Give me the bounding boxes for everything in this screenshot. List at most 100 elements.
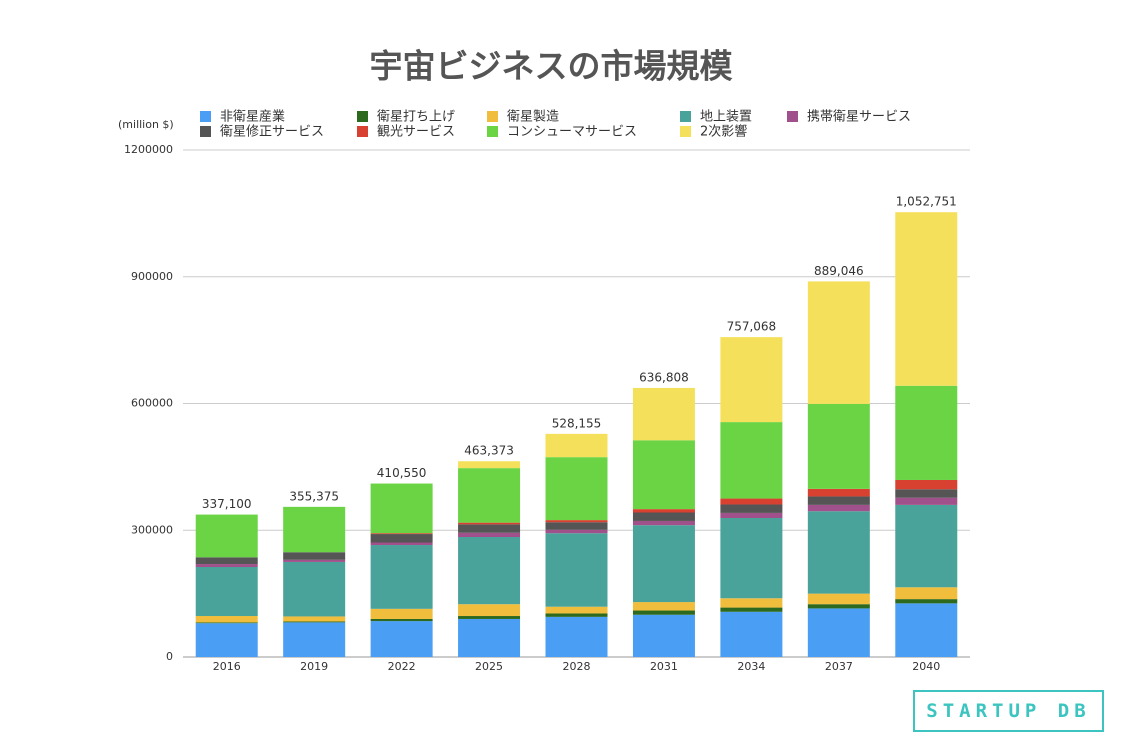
bar-segment (545, 433, 608, 458)
bar-segment (370, 545, 433, 609)
legend-swatch (787, 111, 798, 122)
y-tick-label: 300000 (131, 523, 173, 536)
bar-segment (283, 622, 346, 657)
legend-swatch (487, 126, 498, 137)
bar-segment (545, 616, 608, 657)
bar-segment (807, 281, 870, 404)
bar-segment (632, 610, 695, 615)
x-tick-label: 2016 (213, 660, 241, 673)
total-label: 410,550 (377, 466, 427, 480)
y-tick-label: 900000 (131, 270, 173, 283)
chart-title: 宇宙ビジネスの市場規模 (370, 47, 734, 86)
bar-segment (895, 212, 958, 386)
legend-label: 衛星打ち上げ (377, 110, 455, 125)
bar-segment (545, 529, 608, 534)
bar-segment (895, 489, 958, 498)
bar-segment (807, 504, 870, 512)
legend-label: コンシューマサービス (507, 125, 637, 140)
bar-segment (895, 504, 958, 588)
bar-segment (195, 623, 258, 657)
y-axis-label: (million $) (118, 118, 174, 131)
x-tick-label: 2034 (737, 660, 765, 673)
legend-swatch (680, 111, 691, 122)
bar-segment (545, 522, 608, 530)
bar-segment (458, 524, 521, 533)
bar-segment (370, 483, 433, 534)
bar-segment (632, 602, 695, 611)
bar-segment (720, 512, 783, 518)
bar-segment (545, 520, 608, 523)
y-tick-label: 600000 (131, 397, 173, 410)
bar-segment (195, 616, 258, 623)
bar-segment (458, 604, 521, 617)
bar-segment (283, 561, 346, 617)
bar-segment (195, 622, 258, 624)
watermark: STARTUP DB (913, 690, 1104, 732)
legend-swatch (200, 111, 211, 122)
bar-segment (458, 532, 521, 538)
bar-segment (458, 618, 521, 657)
x-tick-label: 2025 (475, 660, 503, 673)
total-label: 355,375 (289, 489, 339, 503)
bar-segment (632, 614, 695, 657)
legend-swatch (200, 126, 211, 137)
legend-label: 非衛星産業 (220, 109, 285, 125)
bar-segment (632, 387, 695, 441)
bar-segment (632, 520, 695, 526)
bar-segment (807, 604, 870, 609)
bar-segment (895, 603, 958, 657)
total-label: 463,373 (464, 444, 514, 458)
bar-segment (720, 598, 783, 608)
y-tick-label: 0 (166, 650, 173, 663)
bar-segment (370, 533, 433, 535)
bar-segment (545, 457, 608, 521)
bar-segment (458, 461, 521, 469)
bar-segment (895, 587, 958, 600)
bar-segment (720, 517, 783, 599)
bar-segment (720, 422, 783, 499)
total-label: 337,100 (202, 497, 252, 511)
x-tick-label: 2031 (650, 660, 678, 673)
bar-segment (720, 504, 783, 513)
bar-segment (195, 557, 258, 565)
bar-segment (720, 611, 783, 657)
bar-segment (545, 613, 608, 617)
legend-swatch (487, 111, 498, 122)
total-label: 528,155 (552, 416, 602, 430)
bar-segment (895, 385, 958, 480)
legend-label: 携帯衛星サービス (807, 109, 911, 125)
bar-segment (720, 607, 783, 612)
bar-segment (720, 498, 783, 505)
bar-segment (370, 542, 433, 546)
bar-segment (632, 509, 695, 513)
bar-segment (458, 537, 521, 605)
bar-segment (632, 512, 695, 521)
bar-segment (545, 533, 608, 607)
bar-segment (895, 479, 958, 490)
legend-swatch (357, 111, 368, 122)
bar-segment (283, 552, 346, 560)
legend-swatch (680, 126, 691, 137)
bar-segment (283, 506, 346, 553)
bar-segment (370, 534, 433, 543)
bar-segment (458, 616, 521, 619)
bar-segment (720, 337, 783, 423)
bar-segment (807, 488, 870, 497)
bar-segment (370, 618, 433, 622)
total-label: 757,068 (727, 320, 777, 334)
legend-label: 2次影響 (700, 124, 747, 140)
x-tick-label: 2037 (825, 660, 853, 673)
bar-segment (458, 468, 521, 523)
bar-segment (370, 608, 433, 619)
bar-segment (458, 522, 521, 525)
bar-segment (632, 525, 695, 603)
bar-segment (283, 559, 346, 562)
bar-segment (632, 440, 695, 510)
bar-segment (283, 616, 346, 622)
bar-segment (545, 606, 608, 614)
total-label: 636,808 (639, 370, 689, 384)
bar-segment (807, 608, 870, 657)
